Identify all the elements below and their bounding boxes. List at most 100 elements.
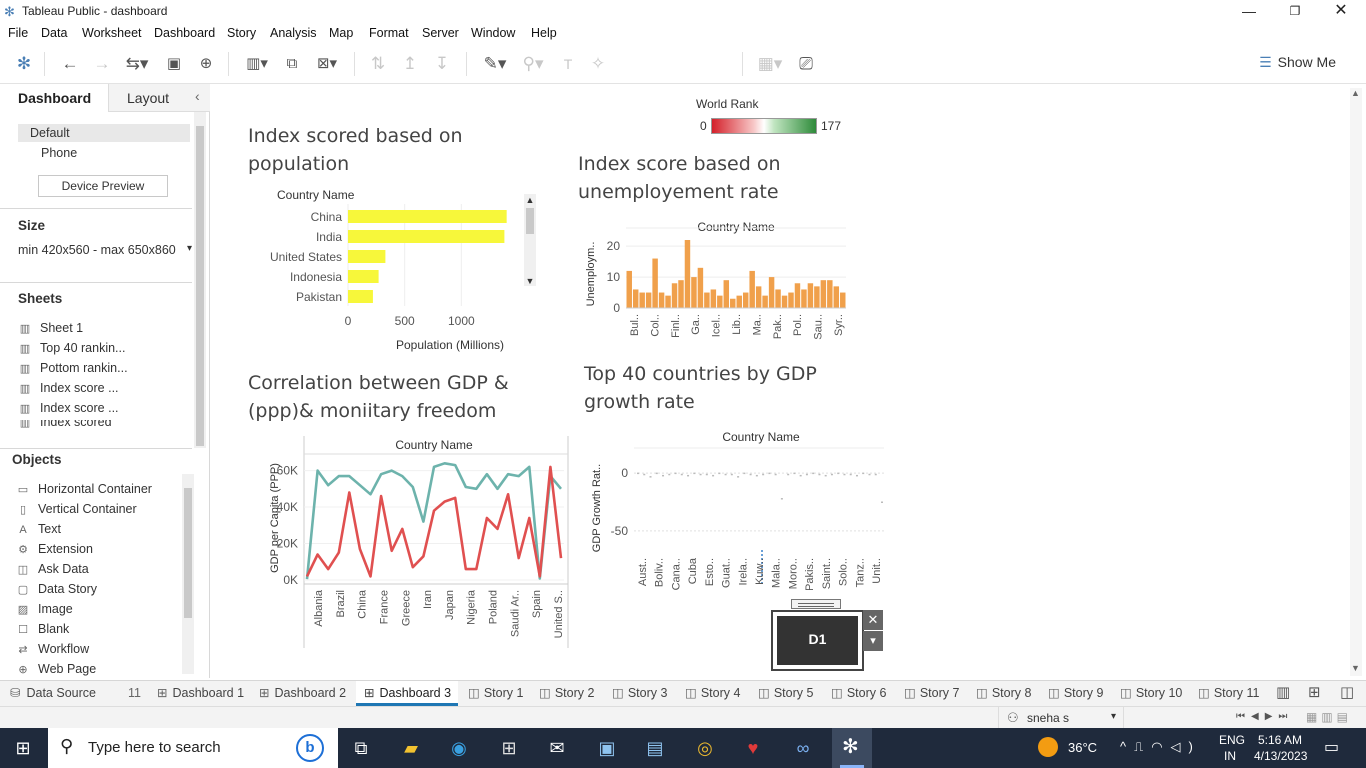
data-point[interactable] — [849, 473, 852, 476]
data-point[interactable] — [768, 472, 771, 475]
bar[interactable] — [697, 267, 704, 308]
data-point[interactable] — [699, 473, 702, 476]
bar[interactable] — [658, 292, 665, 308]
data-point[interactable] — [874, 473, 877, 476]
bar[interactable] — [348, 210, 507, 223]
store-icon[interactable]: ⊞ — [501, 738, 517, 758]
bar[interactable] — [348, 290, 373, 303]
object-horizontal-container[interactable]: ▭ Horizontal Container — [16, 482, 152, 496]
object-data-story[interactable]: ▢ Data Story — [16, 582, 97, 596]
control-panel-icon[interactable]: ▤ — [646, 738, 664, 758]
data-point[interactable] — [649, 476, 652, 478]
sheet-item[interactable]: ▥ Index score ... — [18, 381, 119, 395]
mail-icon[interactable]: ✉ — [549, 738, 565, 758]
data-point[interactable] — [749, 473, 752, 476]
data-point[interactable] — [637, 472, 639, 475]
drag-handle[interactable] — [791, 599, 841, 609]
bar[interactable] — [348, 270, 379, 283]
tab-dashboard-2[interactable]: ⊞ Dashboard 2 — [254, 681, 350, 706]
tab-dashboard-1[interactable]: ⊞ Dashboard 1 — [152, 681, 248, 706]
data-point[interactable] — [855, 474, 858, 477]
data-point[interactable] — [824, 474, 827, 477]
panel-scrollbar[interactable] — [194, 112, 206, 448]
new-sheet-icon[interactable]: ▥▾ — [246, 55, 268, 72]
scroll-up-icon[interactable]: ▲ — [1351, 88, 1360, 98]
computer-icon[interactable]: ▣ — [598, 738, 616, 758]
tab-story[interactable]: ◫ Story 9 — [1044, 681, 1110, 706]
scroll-down-icon[interactable]: ▼ — [1351, 663, 1360, 673]
tab-story[interactable]: ◫ Story 1 — [464, 681, 530, 706]
data-point[interactable] — [712, 474, 715, 477]
data-point[interactable] — [843, 473, 846, 476]
menu-worksheet[interactable]: Worksheet — [82, 26, 142, 40]
menu-window[interactable]: Window — [471, 26, 516, 40]
unemployment-chart[interactable]: Country Name 0 10 20 Bul.. Col.. Finl.. Ga.. Ice… — [578, 210, 852, 344]
bar[interactable] — [632, 289, 639, 308]
bar[interactable] — [781, 295, 788, 308]
bar[interactable] — [652, 258, 658, 308]
data-point[interactable] — [643, 473, 646, 476]
bar[interactable] — [639, 292, 645, 308]
gdp-growth-chart[interactable]: Country Name -50 0 Aust.. Boliv.. Cana.. Cuba E… — [584, 426, 886, 590]
menu-story[interactable]: Story — [227, 26, 257, 40]
new-story-icon[interactable]: ◫ — [1340, 684, 1355, 701]
bar[interactable] — [665, 295, 671, 308]
data-point[interactable] — [730, 473, 733, 476]
show-me-button[interactable]: ☰ Show Me — [1259, 54, 1336, 71]
system-tray-icons[interactable]: ^⎍◠◁) — [1120, 739, 1201, 754]
data-point[interactable] — [799, 474, 802, 477]
series-line[interactable] — [305, 461, 562, 580]
data-point[interactable] — [774, 473, 777, 476]
device-default[interactable]: Default — [18, 124, 190, 142]
objects-scrollbar[interactable] — [182, 474, 194, 674]
bar[interactable] — [645, 292, 652, 308]
tab-dashboard[interactable]: Dashboard — [0, 84, 108, 112]
data-point[interactable] — [718, 472, 721, 475]
sheet-item[interactable]: ▥ Top 40 rankin... — [18, 341, 126, 355]
tab-dashboard-3[interactable]: ⊞ Dashboard 3 — [356, 681, 458, 706]
floating-object-d1[interactable]: D1 — [777, 616, 858, 665]
sheet-item[interactable]: ▥ Sheet 1 — [18, 321, 83, 335]
bar[interactable] — [684, 240, 691, 308]
notifications-icon[interactable]: ▭ — [1324, 739, 1340, 756]
menu-dashboard[interactable]: Dashboard — [154, 26, 216, 40]
remove-object-icon[interactable]: ✕ — [863, 610, 883, 630]
bar[interactable] — [775, 289, 781, 308]
text-label-icon[interactable]: T — [563, 56, 573, 72]
chart-scroll-thumb[interactable] — [526, 208, 534, 234]
data-point[interactable] — [780, 498, 783, 500]
canvas-scrollbar[interactable]: ▲ ▼ — [1350, 88, 1362, 676]
bar[interactable] — [762, 295, 768, 308]
object-blank[interactable]: ☐ Blank — [16, 622, 69, 636]
chart-scrollbar[interactable] — [524, 194, 536, 286]
data-point[interactable] — [724, 473, 727, 476]
pin-icon[interactable]: ✧ — [590, 54, 606, 73]
tableau-home-icon[interactable]: ✻ — [16, 54, 32, 73]
tab-story[interactable]: ◫ Story 8 — [972, 681, 1038, 706]
object-extension[interactable]: ⚙ Extension — [16, 542, 93, 556]
swap-icon[interactable]: ⇅ — [370, 54, 386, 73]
tableau-taskbar-button[interactable]: ✻ — [832, 728, 872, 768]
presentation-mode-icon[interactable]: ⎚ — [799, 54, 813, 73]
tab-story[interactable]: ◫ Story 6 — [827, 681, 893, 706]
bar[interactable] — [840, 292, 846, 308]
data-point[interactable] — [680, 473, 683, 476]
menu-server[interactable]: Server — [422, 26, 459, 40]
bar[interactable] — [807, 283, 814, 308]
device-preview-button[interactable]: Device Preview — [38, 175, 168, 197]
data-point[interactable] — [762, 473, 765, 476]
user-menu[interactable]: ⚇ sneha s ▾ — [998, 707, 1124, 728]
attachment-icon[interactable]: ⚲▾ — [522, 54, 544, 73]
sheet-item-clipped[interactable]: ▥ Index scored — [0, 420, 192, 428]
taskbar-search[interactable]: ⚲ Type here to search b — [48, 728, 338, 768]
file-explorer-icon[interactable]: ▰ — [404, 738, 418, 758]
gdp-freedom-chart[interactable]: Country Name 0K 20K 40K 60K Albania Brazil Chin… — [242, 434, 572, 650]
tab-story[interactable]: ◫ Story 2 — [535, 681, 601, 706]
bar[interactable] — [348, 230, 505, 243]
bar[interactable] — [755, 286, 762, 308]
bar[interactable] — [671, 283, 678, 308]
tab-story[interactable]: ◫ Story 11 — [1194, 681, 1266, 706]
sheet-item[interactable]: ▥ Index score ... — [18, 401, 119, 415]
more-options-icon[interactable]: ▾ — [863, 631, 883, 651]
sheet-item[interactable]: ▥ Pottom rankin... — [18, 361, 128, 375]
